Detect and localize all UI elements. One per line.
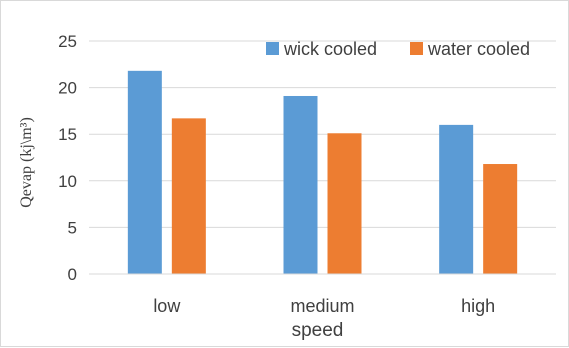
y-tick-label: 15 [58,125,77,144]
bar-water-cooled-medium [327,133,362,274]
bar-wick-cooled-low [127,70,162,274]
y-axis-ticks: 0 5 10 15 20 25 [58,32,77,284]
bar-wick-cooled-high [439,124,474,274]
legend-label: water cooled [427,39,530,59]
y-axis-label: Qevap (kj\m³) [18,117,35,208]
x-category-label: high [461,296,495,316]
bar-water-cooled-low [171,118,206,274]
y-tick-label: 10 [58,172,77,191]
y-tick-label: 5 [68,218,77,237]
legend: wick cooled water cooled [266,39,530,59]
bar-water-cooled-high [483,164,518,274]
y-tick-label: 25 [58,32,77,51]
bars [127,70,518,274]
legend-label: wick cooled [283,39,377,59]
x-category-label: low [153,296,181,316]
gridlines [89,40,556,228]
legend-swatch [410,42,423,55]
bar-wick-cooled-medium [283,95,318,274]
y-tick-label: 0 [68,265,77,284]
y-tick-label: 20 [58,79,77,98]
x-axis-categories: low medium high [153,296,495,316]
x-axis-label: speed [292,320,344,341]
x-category-label: medium [290,296,354,316]
legend-swatch [266,42,279,55]
